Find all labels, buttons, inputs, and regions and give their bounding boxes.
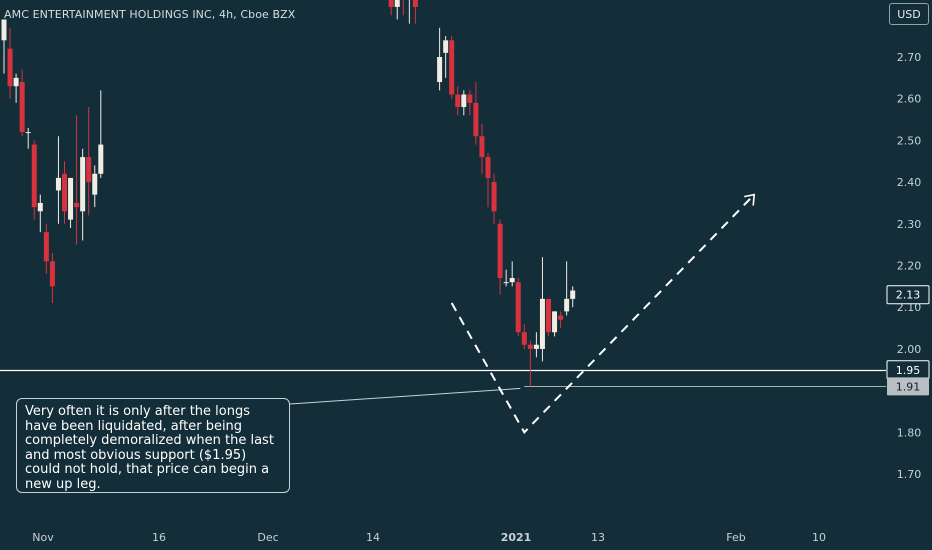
time-tick-label: Nov (32, 531, 54, 544)
projection-arrowhead (744, 193, 756, 206)
candle-body (86, 157, 92, 183)
candle-body (570, 290, 576, 299)
candle-body (80, 157, 86, 212)
candle-body (461, 94, 467, 108)
price-label-text: 1.91 (896, 380, 921, 393)
candle-body (546, 298, 551, 333)
price-label-text: 2.13 (896, 289, 921, 302)
candle-body (539, 298, 545, 349)
price-label-text: 1.95 (896, 364, 921, 377)
candle-body (98, 144, 104, 174)
time-tick-label: Feb (726, 531, 745, 544)
candle-body (455, 94, 461, 108)
time-tick-label: Dec (257, 531, 278, 544)
candle-body (564, 298, 570, 312)
candle-body (43, 232, 49, 262)
candles-layer (1, 0, 576, 387)
candle-body (388, 0, 394, 7)
candle-body (1, 19, 7, 41)
price-tick-label: 2.70 (897, 51, 922, 64)
price-axis[interactable]: 2.70 2.60 2.50 2.40 2.30 2.20 2.10 2.00 1.80 1.70 (897, 51, 922, 481)
candle-body (13, 77, 19, 87)
projection-path (450, 193, 755, 434)
candle-body (31, 144, 37, 208)
candle-body (443, 40, 449, 53)
price-label-box (886, 285, 930, 305)
candle-body (74, 202, 80, 208)
price-tick-label: 2.00 (897, 343, 922, 356)
candle-body (19, 82, 25, 133)
price-tick-label: 2.50 (897, 134, 922, 147)
candle-body (497, 223, 503, 279)
price-tick-label: 1.80 (897, 426, 922, 439)
candle-body (479, 136, 485, 158)
candle-body (449, 40, 455, 95)
time-tick-label: 16 (152, 531, 166, 544)
candle-body (394, 0, 400, 7)
price-tick-label: 2.20 (897, 260, 922, 273)
candle-body (515, 282, 521, 333)
horizontal-lines-layer (0, 369, 886, 405)
candle-body (491, 182, 497, 212)
time-tick-label: 14 (366, 531, 380, 544)
annotation-callout[interactable]: Very often it is only after the longs ha… (16, 398, 290, 493)
candle-body (533, 344, 539, 349)
price-tick-label: 2.60 (897, 93, 922, 106)
candle-body (552, 311, 558, 333)
candle-body (521, 332, 527, 345)
candle-body (62, 173, 67, 212)
candle-body (92, 173, 98, 195)
time-tick-label: 2021 (501, 531, 532, 544)
callout-pointer-line (289, 387, 521, 405)
candle-body (485, 157, 491, 178)
candle-body (467, 94, 473, 103)
candle-body (558, 315, 564, 320)
price-tick-label: 2.10 (897, 301, 922, 314)
candle-body (509, 278, 515, 283)
price-tick-label: 2.30 (897, 218, 922, 231)
candle-body (437, 57, 443, 83)
price-tick-label: 1.70 (897, 468, 922, 481)
price-labels-layer: 2.13 1.95 1.91 (886, 285, 930, 396)
projection-layer (450, 193, 756, 434)
time-tick-label: 10 (812, 531, 826, 544)
chart-title: AMC ENTERTAINMENT HOLDINGS INC, 4h, Cboe… (4, 8, 296, 21)
candle-body (527, 344, 533, 349)
candle-body (473, 102, 479, 137)
candle-body (68, 177, 74, 220)
candle-body (503, 282, 509, 284)
candle-body (49, 261, 55, 287)
time-axis[interactable]: Nov 16 Dec 14 2021 13 Feb 10 (32, 531, 826, 544)
candle-body (25, 132, 31, 134)
price-label-box (887, 377, 929, 396)
candle-body (37, 202, 43, 212)
currency-button[interactable]: USD (889, 3, 929, 25)
candle-body (7, 48, 13, 87)
candle-body (412, 0, 418, 7)
time-tick-label: 13 (591, 531, 605, 544)
price-tick-label: 2.40 (897, 176, 922, 189)
candle-body (55, 177, 61, 191)
